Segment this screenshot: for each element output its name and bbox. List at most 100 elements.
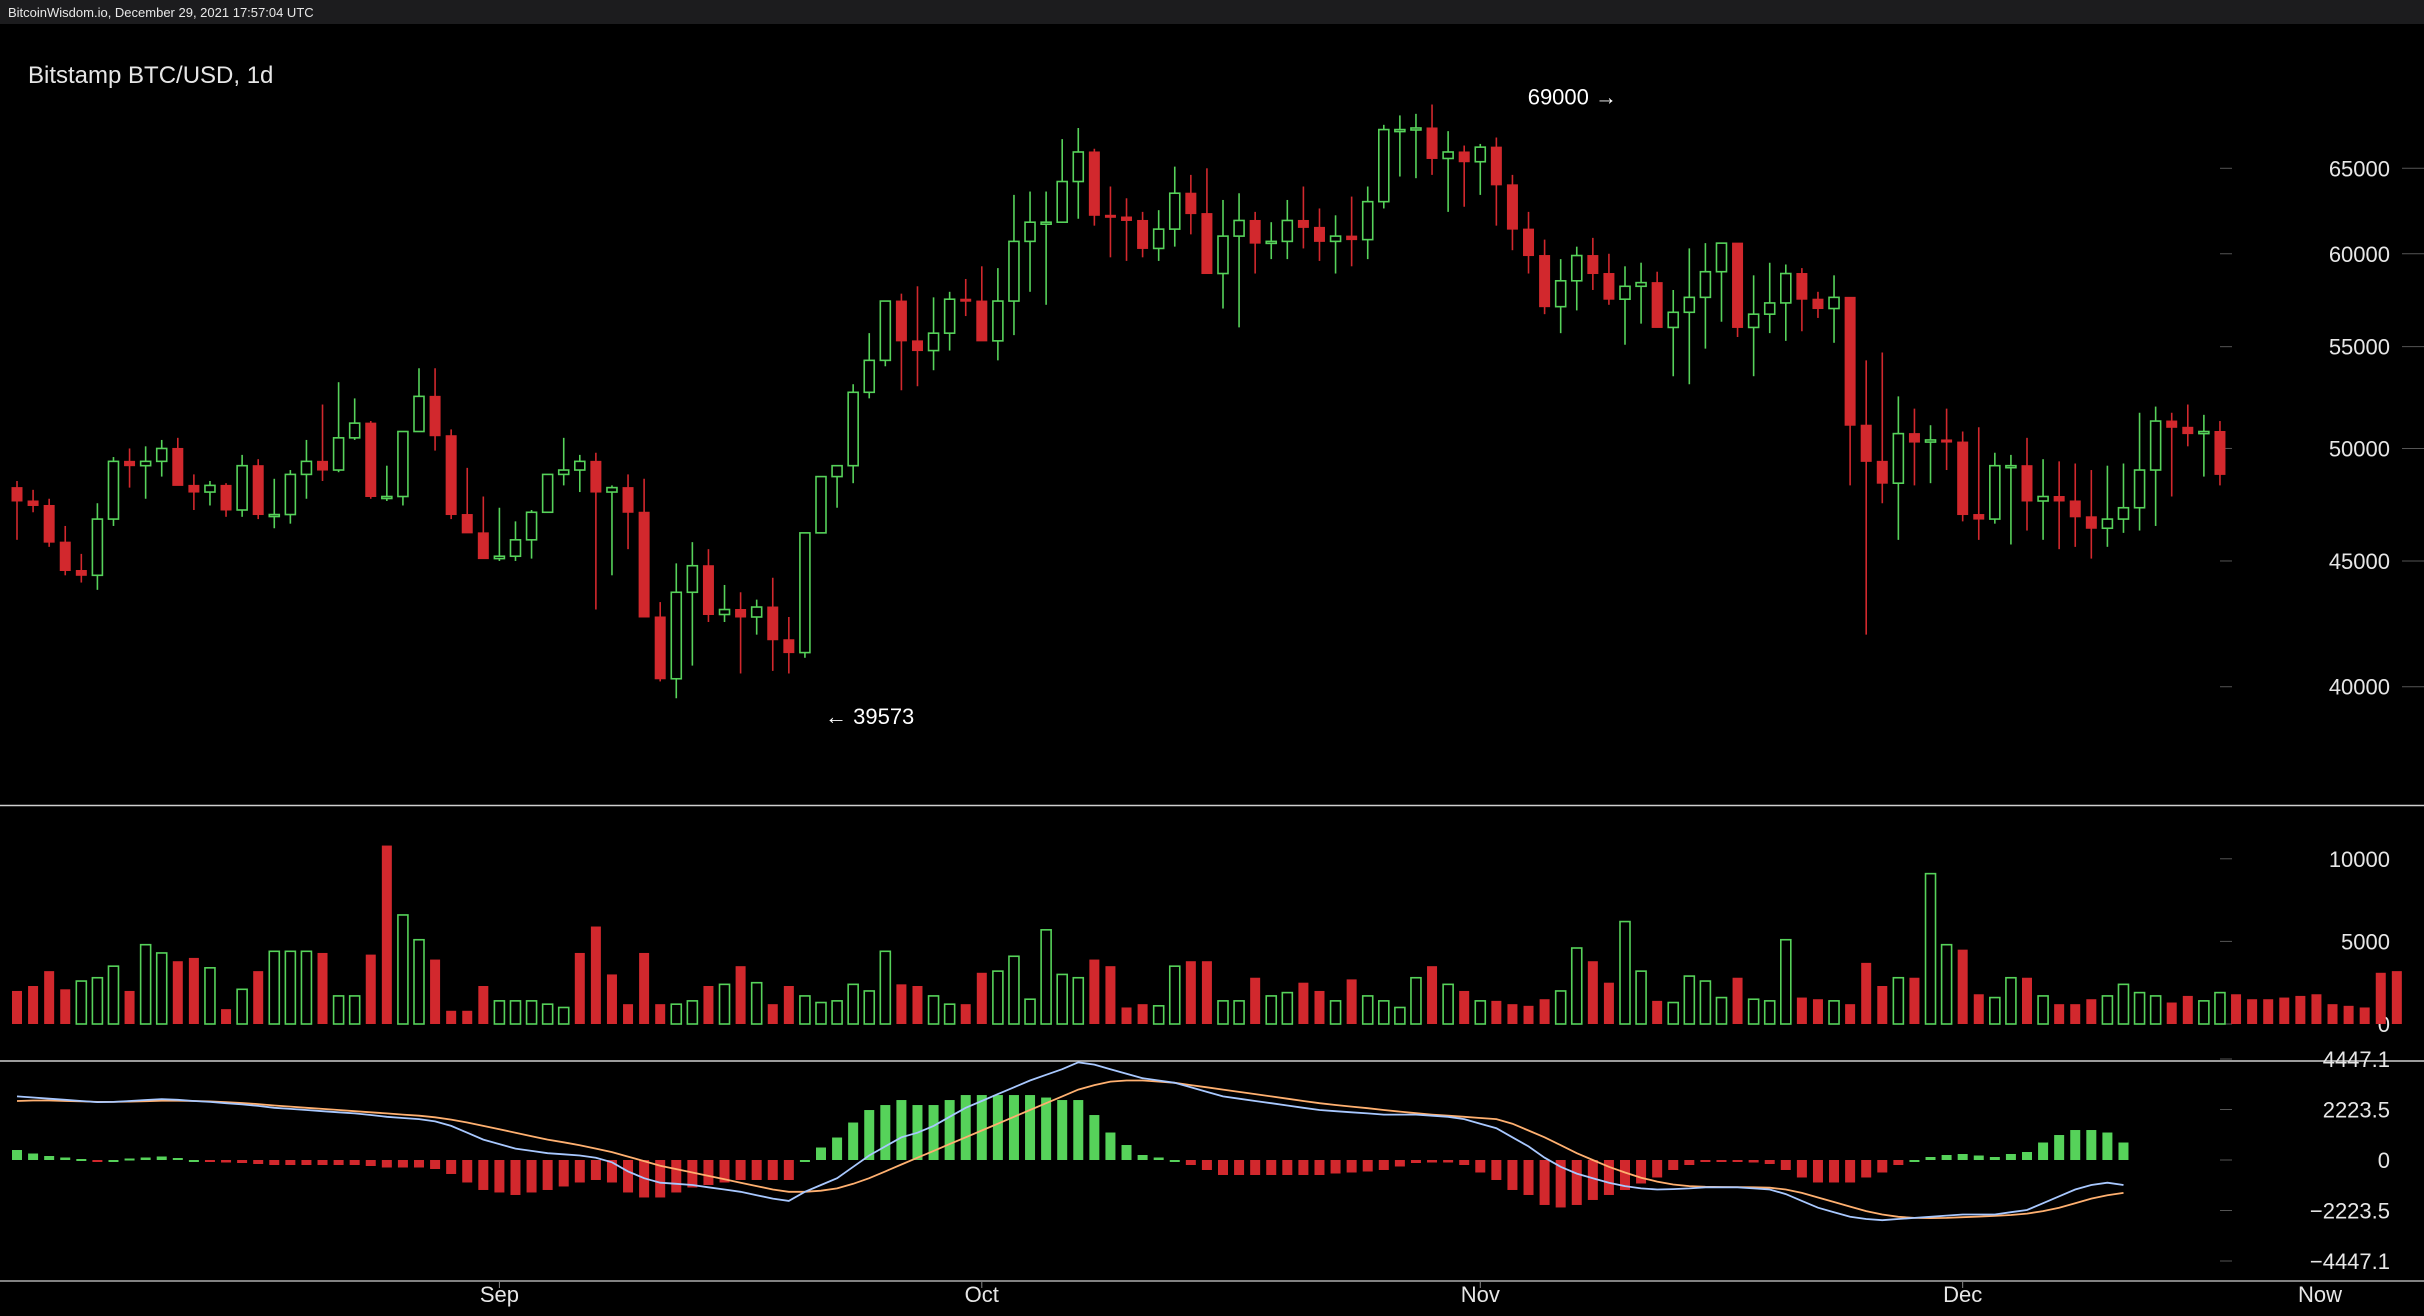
macd-histogram-bar: [381, 1160, 392, 1168]
macd-histogram-bar: [2038, 1142, 2049, 1160]
volume-bar: [1812, 999, 1823, 1024]
candle-body: [413, 395, 425, 433]
candle-body: [27, 500, 39, 506]
candle-body: [11, 487, 23, 502]
candle-body: [124, 460, 136, 467]
macd-histogram-bar: [1812, 1160, 1823, 1183]
macd-histogram-bar: [1523, 1160, 1534, 1195]
volume-bar: [799, 995, 811, 1025]
candle-body: [2214, 431, 2226, 475]
candle-body: [1088, 151, 1100, 216]
volume-bar: [863, 990, 876, 1025]
volume-bar: [2133, 991, 2146, 1025]
chart-svg[interactable]: 40000 45000 50000 55000 60000 65000 0 5000 1000…: [0, 24, 2424, 1316]
macd-histogram-bar: [1764, 1160, 1775, 1164]
candle-body: [1168, 192, 1181, 230]
candle-body: [1104, 214, 1116, 218]
volume-bar: [1217, 1000, 1229, 1025]
macd-histogram-bar: [880, 1105, 891, 1160]
candle-body: [429, 395, 441, 437]
volume-bar: [446, 1010, 457, 1024]
volume-bar: [1137, 1004, 1148, 1024]
volume-bar: [639, 952, 650, 1024]
candle-body: [750, 606, 763, 618]
macd-histogram-bar: [237, 1160, 248, 1163]
candle-body: [397, 430, 409, 498]
volume-bar: [1957, 949, 1968, 1024]
candle-body: [1137, 219, 1149, 249]
macd-histogram-bar: [687, 1160, 698, 1188]
candle-body: [1458, 151, 1470, 163]
volume-bar: [12, 990, 22, 1024]
volume-bar: [493, 1000, 506, 1025]
candle-body: [1989, 464, 2001, 520]
volume-bar: [91, 976, 104, 1025]
candle-body: [1121, 216, 1133, 221]
candle-body: [509, 539, 522, 558]
macd-tick-label: −2223.5: [2310, 1198, 2390, 1223]
price-annotation: 69000 →: [1528, 85, 1617, 110]
macd-histogram-bar: [751, 1160, 762, 1180]
volume-bar: [670, 1003, 683, 1025]
macd-histogram-bar: [1185, 1160, 1196, 1165]
volume-bar: [1185, 961, 1196, 1024]
macd-histogram-bar: [188, 1160, 199, 1162]
macd-tick-label: 2223.5: [2323, 1098, 2390, 1123]
candle-body: [300, 460, 313, 476]
macd-histogram-bar: [1089, 1115, 1100, 1160]
candle-body: [445, 435, 457, 516]
macd-histogram-bar: [558, 1160, 569, 1187]
candle-body: [461, 514, 473, 534]
volume-bar: [268, 950, 281, 1025]
macd-histogram-bar: [156, 1156, 167, 1160]
chart-frame: [0, 804, 2424, 1282]
macd-histogram-bar: [944, 1100, 955, 1160]
volume-bar: [1281, 991, 1294, 1025]
macd-histogram-bar: [140, 1157, 151, 1160]
volume-bar: [1201, 961, 1212, 1024]
macd-histogram-bar: [1218, 1160, 1228, 1175]
volume-bar: [1732, 977, 1743, 1024]
macd-histogram-bar: [172, 1158, 183, 1161]
source-timestamp: BitcoinWisdom.io, December 29, 2021 17:5…: [8, 5, 314, 20]
macd-histogram-bar: [1555, 1160, 1566, 1208]
candle-body: [606, 486, 618, 493]
macd-histogram-bar: [1603, 1160, 1614, 1195]
candle-body: [1683, 296, 1696, 314]
macd-histogram-bar: [108, 1160, 119, 1162]
volume-bars: [12, 845, 2402, 1025]
volume-bar: [381, 845, 392, 1024]
volume-bar: [896, 984, 907, 1024]
candle-body: [1715, 242, 1728, 273]
macd-histogram-bar: [1571, 1160, 1582, 1205]
macd-histogram-bar: [414, 1160, 424, 1168]
macd-histogram-bar: [1973, 1155, 1984, 1160]
volume-bar: [1796, 997, 1807, 1024]
candle-body: [847, 391, 859, 467]
candle-body: [1346, 235, 1358, 241]
volume-bar: [623, 1004, 634, 1024]
macd-histogram-bar: [767, 1160, 778, 1180]
candle-body: [2117, 506, 2130, 520]
candle-body: [204, 484, 216, 493]
macd-histogram-bar: [1780, 1160, 1791, 1170]
volume-bar: [397, 914, 409, 1025]
volume-bar: [124, 990, 135, 1024]
volume-bar: [139, 943, 152, 1025]
macd-histogram-bar: [317, 1160, 328, 1165]
macd-histogram-bar: [1394, 1160, 1405, 1167]
volume-bar: [107, 965, 120, 1025]
volume-bar: [1105, 966, 1116, 1024]
macd-histogram-bar: [783, 1160, 794, 1180]
macd-histogram-bar: [301, 1160, 312, 1165]
candle-body: [590, 460, 602, 493]
volume-bar: [1474, 1000, 1487, 1025]
candle-body: [992, 300, 1004, 342]
macd-histogram-bar: [1539, 1160, 1550, 1205]
macd-histogram-bar: [1121, 1145, 1132, 1160]
volume-bar: [2391, 971, 2402, 1024]
volume-bar: [1570, 947, 1583, 1025]
candle-body: [284, 473, 297, 516]
volume-bar: [1828, 1000, 1840, 1025]
volume-bar: [1250, 977, 1261, 1024]
